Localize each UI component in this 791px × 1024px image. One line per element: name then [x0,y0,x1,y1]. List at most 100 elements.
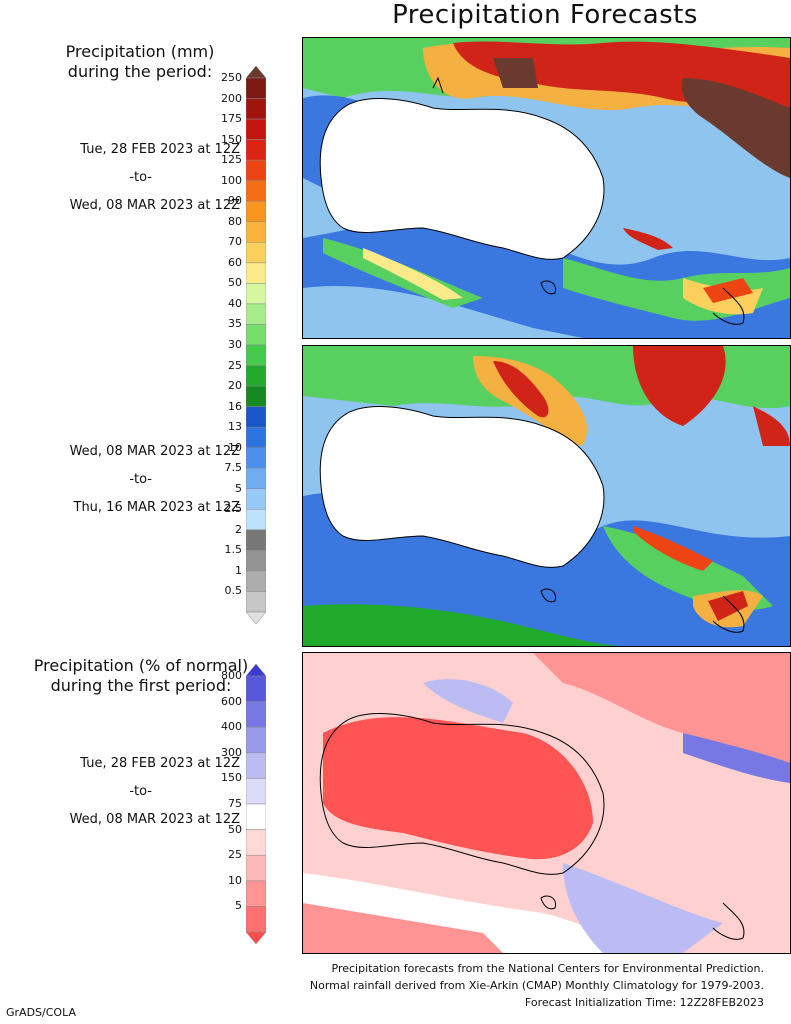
mm-colorbar-label: 200 [221,91,242,105]
mm-colorbar-swatch [246,303,266,325]
mm-colorbar-swatch [246,159,266,181]
pct-colorbar-label: 50 [228,822,242,836]
mm-heading-line2: during the period: [67,62,213,81]
footer-line3: Forecast Initialization Time: 12Z28FEB20… [524,996,764,1009]
pct-colorbar-label: 800 [221,669,242,682]
mm-colorbar-swatch [246,344,266,366]
pct-colorbar-label: 300 [221,745,242,759]
pct-heading: Precipitation (% of normal) during the f… [12,656,270,696]
mm-colorbar-swatch [246,467,266,490]
mm-colorbar-label: 2.5 [224,502,243,516]
mm-colorbar-swatch [246,385,266,407]
mm-colorbar-label: 50 [228,276,242,290]
period3-start: Tue, 28 FEB 2023 at 12Z [80,756,240,771]
mm-colorbar-swatch [246,242,266,264]
pct-heading-line2: during the first period: [50,676,232,695]
mm-colorbar-label: 60 [228,255,242,269]
mm-colorbar-label: 25 [228,358,242,372]
mm-colorbar-label: 70 [228,235,242,249]
mm-colorbar-label: 1 [235,563,242,577]
period1-start: Tue, 28 FEB 2023 at 12Z [80,142,240,157]
precip-map-period1 [302,37,791,339]
mm-heading: Precipitation (mm) during the period: [40,42,240,82]
mm-colorbar-label: 13 [228,420,242,434]
mm-colorbar-label: 35 [228,317,242,331]
mm-colorbar-label: 125 [221,153,242,167]
mm-colorbar-label: 1.5 [224,543,243,557]
pct-colorbar-swatch [246,778,266,805]
pct-colorbar-label: 25 [228,848,242,862]
mm-colorbar-label: 16 [228,399,242,413]
mm-colorbar-label: 90 [228,194,242,208]
mm-colorbar-swatch [246,426,266,448]
pct-colorbar-swatch [246,726,266,754]
pct-colorbar-swatch [246,664,266,677]
mm-colorbar-swatch [246,324,266,346]
pct-colorbar-label: 10 [228,873,242,887]
mm-colorbar-swatch [246,200,266,223]
pct-normal-map [302,652,791,954]
mm-colorbar-swatch [246,406,266,428]
mm-colorbar-swatch [246,611,266,624]
mm-colorbar-swatch [246,529,266,551]
pct-colorbar-swatch [246,854,266,882]
pct-colorbar-swatch [246,906,266,933]
pct-heading-line1: Precipitation (% of normal) [33,656,249,675]
period1-end: Wed, 08 MAR 2023 at 12Z [69,198,240,213]
footer-line2: Normal rainfall derived from Xie-Arkin (… [309,979,764,992]
pct-normal-map-image [303,653,790,953]
mm-colorbar-swatch [246,77,266,99]
period3-sep: -to- [129,784,152,799]
mm-colorbar-swatch [246,550,266,572]
mm-colorbar-swatch [246,262,266,284]
footer-line1: Precipitation forecasts from the Nationa… [331,962,765,975]
precip-map-period1-image [303,38,790,338]
mm-colorbar-swatch [246,447,266,469]
precip-map-period2 [302,345,791,647]
pct-colorbar-label: 400 [221,720,242,734]
mm-colorbar-swatch [246,509,266,531]
mm-colorbar-label: 150 [221,132,242,146]
figure-title: Precipitation Forecasts [392,0,698,30]
pct-colorbar-label: 600 [221,694,242,708]
pct-colorbar-label: 75 [228,797,242,810]
mm-colorbar-label: 10 [228,440,242,454]
mm-colorbar-swatch [246,118,266,140]
mm-colorbar [246,66,266,624]
period3-end: Wed, 08 MAR 2023 at 12Z [69,812,240,827]
mm-colorbar-label: 250 [221,71,242,84]
pct-colorbar-swatch [246,701,266,728]
mm-heading-line1: Precipitation (mm) [65,42,215,61]
pct-colorbar-swatch [246,752,266,779]
mm-colorbar-label: 20 [228,379,242,393]
mm-colorbar-swatch [246,365,266,387]
mm-colorbar-label: 5 [235,481,242,495]
mm-colorbar-label: 40 [228,296,242,310]
mm-colorbar-swatch [246,283,266,305]
mm-colorbar-label: 30 [228,338,242,351]
pct-colorbar-swatch [246,675,266,702]
period2-sep: -to- [129,472,152,487]
mm-colorbar-label: 2 [235,522,242,536]
mm-colorbar-swatch [246,591,266,613]
mm-colorbar-label: 7.5 [224,461,243,475]
pct-colorbar-swatch [246,829,266,856]
pct-colorbar [246,664,266,944]
mm-colorbar-label: 175 [221,112,242,126]
mm-colorbar-label: 0.5 [224,584,243,598]
period1-sep: -to- [129,170,152,185]
pct-colorbar-swatch [246,880,266,907]
mm-colorbar-swatch [246,98,266,120]
mm-colorbar-swatch [246,66,266,79]
mm-colorbar-swatch [246,180,266,202]
mm-colorbar-swatch [246,221,266,243]
period2-start: Wed, 08 MAR 2023 at 12Z [69,444,240,459]
pct-colorbar-swatch [246,931,266,944]
period2-end: Thu, 16 MAR 2023 at 12Z [73,500,241,515]
mm-colorbar-label: 80 [228,214,242,228]
mm-colorbar-swatch [246,139,266,161]
mm-colorbar-swatch [246,570,266,592]
mm-colorbar-label: 100 [221,173,242,187]
pct-colorbar-label: 5 [235,899,242,913]
mm-colorbar-swatch [246,488,266,510]
